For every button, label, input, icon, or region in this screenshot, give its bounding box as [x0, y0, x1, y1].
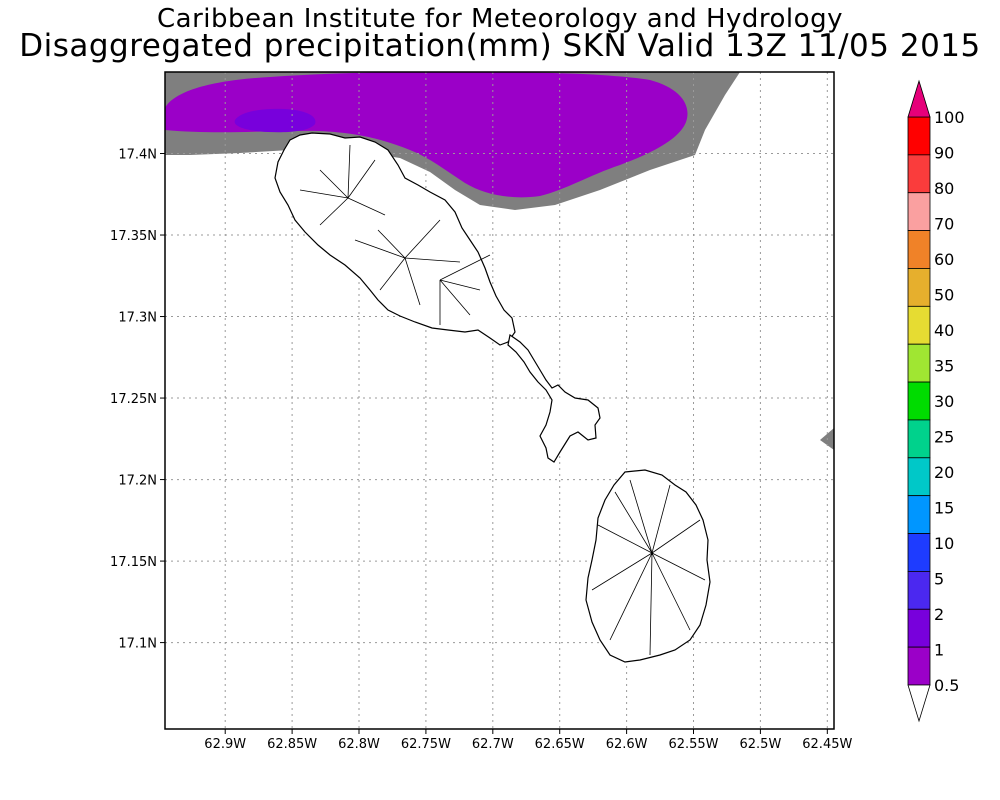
plot-frame [164, 71, 835, 730]
x-tick-label: 62.8W [338, 737, 380, 752]
colorbar-swatch [907, 116, 931, 156]
y-tick-label: 17.35N [110, 229, 157, 244]
colorbar-label: 10 [934, 534, 954, 553]
x-tick-label: 62.65W [535, 737, 585, 752]
colorbar-swatch [907, 268, 931, 307]
colorbar-label: 60 [934, 250, 954, 269]
y-tick-label: 17.4N [118, 148, 157, 163]
colorbar-label: 25 [934, 428, 954, 447]
y-tick-label: 17.15N [110, 555, 157, 570]
colorbar-swatch [907, 419, 931, 459]
colorbar-label: 5 [934, 570, 944, 589]
colorbar-min-triangle [907, 684, 931, 723]
y-tick-label: 17.1N [118, 637, 157, 652]
x-tick-label: 62.5W [740, 737, 782, 752]
y-tick-label: 17.2N [118, 474, 157, 489]
colorbar-label: 40 [934, 321, 954, 340]
colorbar-swatch [907, 533, 931, 572]
colorbar-label: 15 [934, 499, 954, 518]
colorbar-label: 35 [934, 357, 954, 376]
colorbar-swatch [907, 381, 931, 421]
colorbar-swatch [907, 646, 931, 686]
colorbar-swatch [907, 457, 931, 497]
colorbar-label: 80 [934, 179, 954, 198]
title-institute: Caribbean Institute for Meteorology and … [157, 4, 843, 34]
precip-area-1mm [165, 72, 688, 198]
colorbar-swatch [907, 571, 931, 610]
colorbar-swatch [907, 343, 931, 383]
x-tick-label: 62.55W [668, 737, 718, 752]
colorbar-label: 100 [934, 108, 965, 127]
x-tick-label: 62.6W [606, 737, 648, 752]
colorbar-max-triangle [907, 79, 931, 118]
colorbar-label: 2 [934, 605, 944, 624]
colorbar-swatch [907, 305, 931, 345]
y-axis: 17.4N 17.35N 17.3N 17.25N 17.2N 17.15N 17.1N [110, 148, 165, 652]
precipitation-field [165, 72, 834, 450]
colorbar-swatch [907, 230, 931, 269]
y-tick-label: 17.25N [110, 392, 157, 407]
precip-area-2mm [234, 108, 316, 133]
colorbar-label: 1 [934, 641, 944, 660]
x-axis: 62.9W 62.85W 62.8W 62.75W 62.7W 62.65W 62.6W 62… [204, 729, 852, 752]
y-tick-label: 17.3N [118, 311, 157, 326]
x-tick-label: 62.45W [802, 737, 852, 752]
colorbar-label: 50 [934, 286, 954, 305]
colorbar-label: 90 [934, 144, 954, 163]
title-product: Disaggregated precipitation(mm) SKN Vali… [19, 28, 981, 64]
colorbar-swatch [907, 608, 931, 648]
colorbar-label: 30 [934, 392, 954, 411]
colorbar-swatch [907, 154, 931, 194]
land-outlines [274, 132, 711, 663]
nevis-drainage [591, 479, 706, 656]
isthmus-outline [507, 333, 601, 463]
colorbar-label: 20 [934, 463, 954, 482]
colorbar-label: 0.5 [934, 676, 959, 695]
x-tick-label: 62.7W [472, 737, 514, 752]
colorbar-swatch [907, 192, 931, 232]
x-tick-label: 62.85W [267, 737, 317, 752]
x-tick-label: 62.75W [401, 737, 451, 752]
colorbar-label: 70 [934, 215, 954, 234]
st-kitts-drainage [299, 144, 491, 325]
nevis-outline [585, 469, 711, 663]
colorbar-swatch [907, 495, 931, 534]
x-tick-label: 62.9W [204, 737, 246, 752]
